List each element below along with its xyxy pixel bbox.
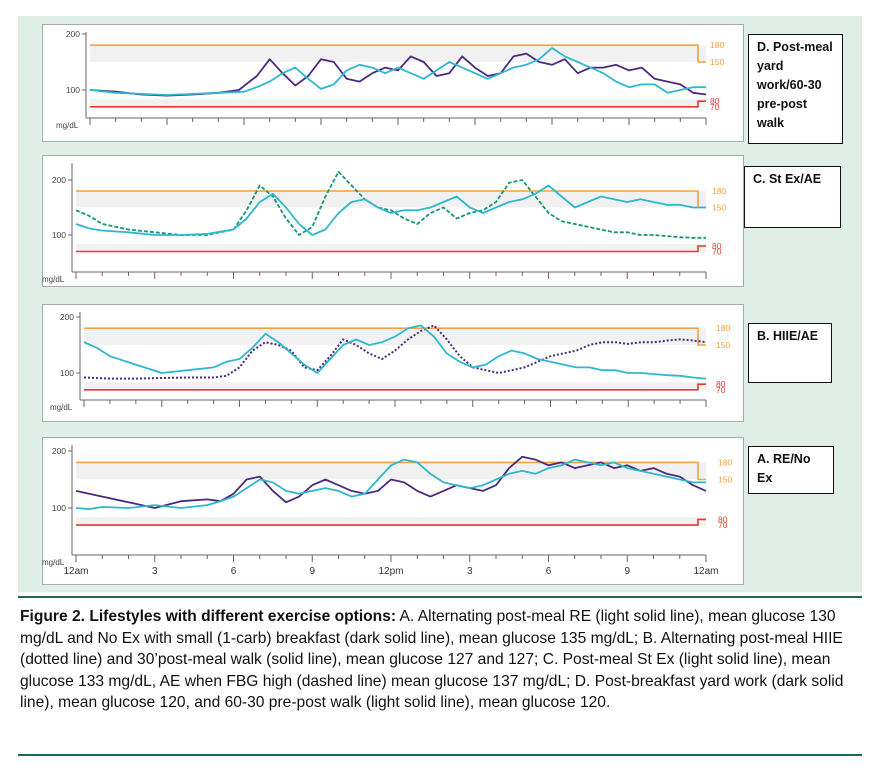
range-label-d: 70 bbox=[710, 102, 720, 112]
range-label-d: 180 bbox=[710, 40, 724, 50]
panel-label-d: D. Post-meal yard work/60-30 pre-post wa… bbox=[748, 34, 843, 144]
panel-label-b: B. HIIE/AE bbox=[748, 323, 832, 383]
glucose-series-b-1 bbox=[83, 324, 707, 380]
panel-b-card bbox=[42, 304, 744, 422]
y-tick-label-c: 200 bbox=[52, 175, 66, 185]
range-label-d: 150 bbox=[710, 57, 724, 67]
y-axis-label-b: mg/dL bbox=[50, 403, 73, 412]
caption-bottom-rule bbox=[18, 754, 862, 756]
panel-label-c: C. St Ex/AE bbox=[744, 166, 841, 228]
y-tick-label-b: 200 bbox=[60, 312, 74, 322]
range-label-c: 80 bbox=[712, 241, 722, 251]
x-tick-label: 3 bbox=[467, 566, 473, 577]
panel-label-a: A. RE/No Ex bbox=[748, 446, 834, 494]
x-tick-label: 9 bbox=[309, 566, 315, 577]
y-tick-label-d: 200 bbox=[66, 29, 80, 39]
x-tick-label: 12pm bbox=[378, 566, 403, 577]
glucose-series-d-2 bbox=[89, 47, 706, 96]
range-label-c: 180 bbox=[712, 186, 726, 196]
caption-body: A. Alternating post-meal RE (light solid… bbox=[20, 608, 844, 712]
band-low-c bbox=[76, 244, 706, 252]
y-tick-label-c: 100 bbox=[52, 230, 66, 240]
range-label-d: 80 bbox=[710, 96, 720, 106]
range-label-c: 70 bbox=[712, 247, 722, 257]
glucose-charts: 200100mg/dL1801508070200100mg/dL18015080… bbox=[42, 29, 732, 577]
band-low-a bbox=[76, 517, 706, 526]
range-label-a: 80 bbox=[718, 514, 728, 524]
panel-d-card bbox=[42, 24, 744, 142]
y-axis-label-a: mg/dL bbox=[42, 558, 65, 567]
y-tick-label-a: 200 bbox=[52, 446, 66, 456]
x-tick-label: 6 bbox=[546, 566, 552, 577]
range-label-a: 70 bbox=[718, 520, 728, 530]
target-high-line-d bbox=[90, 44, 706, 63]
range-label-b: 70 bbox=[716, 385, 726, 395]
target-low-line-b bbox=[84, 383, 706, 391]
band-low-b bbox=[84, 382, 706, 390]
x-tick-label: 12am bbox=[63, 566, 88, 577]
x-tick-label: 6 bbox=[231, 566, 237, 577]
target-high-line-a bbox=[76, 461, 706, 481]
band-c bbox=[76, 191, 706, 208]
range-label-a: 180 bbox=[718, 457, 732, 467]
y-tick-label-a: 100 bbox=[52, 503, 66, 513]
glucose-series-b-2 bbox=[83, 324, 707, 380]
y-tick-label-d: 100 bbox=[66, 85, 80, 95]
y-axis-label-c: mg/dL bbox=[42, 275, 65, 284]
y-axis-label-d: mg/dL bbox=[56, 121, 79, 130]
target-low-line-c bbox=[76, 245, 706, 253]
band-d bbox=[90, 45, 706, 62]
x-tick-label: 12am bbox=[693, 566, 718, 577]
target-high-line-b bbox=[84, 327, 706, 346]
range-label-a: 150 bbox=[718, 475, 732, 485]
y-tick-label-b: 100 bbox=[60, 368, 74, 378]
band-low-d bbox=[90, 99, 706, 107]
range-label-b: 180 bbox=[716, 323, 730, 333]
band-a bbox=[76, 462, 706, 480]
x-tick-label: 9 bbox=[624, 566, 630, 577]
range-label-b: 150 bbox=[716, 340, 730, 350]
glucose-series-a-2 bbox=[75, 458, 706, 511]
range-label-c: 150 bbox=[712, 203, 726, 213]
glucose-series-c-2 bbox=[75, 184, 706, 236]
target-low-line-a bbox=[76, 518, 706, 526]
x-tick-label: 3 bbox=[152, 566, 158, 577]
caption-top-rule bbox=[18, 596, 862, 598]
caption-title: Figure 2. Lifestyles with different exer… bbox=[20, 608, 397, 625]
figure-caption: Figure 2. Lifestyles with different exer… bbox=[20, 606, 862, 714]
glucose-series-d-1 bbox=[89, 52, 707, 97]
range-label-b: 80 bbox=[716, 379, 726, 389]
target-low-line-d bbox=[90, 100, 706, 108]
panel-c-card bbox=[42, 155, 744, 287]
